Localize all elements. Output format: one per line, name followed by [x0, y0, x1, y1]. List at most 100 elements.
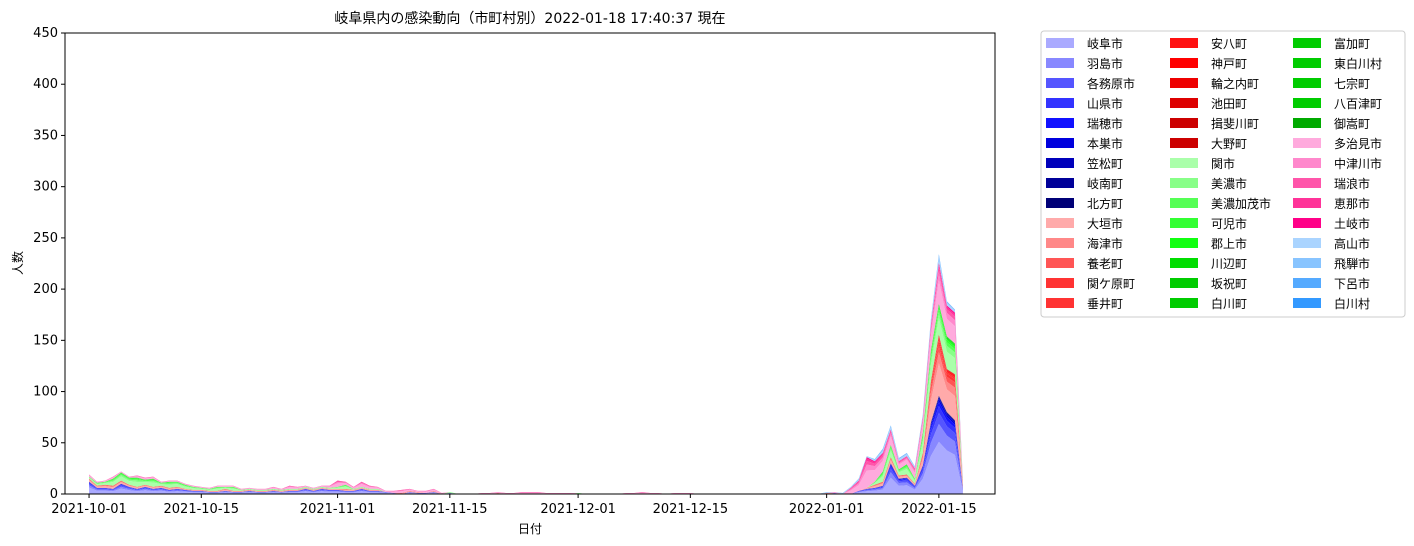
- legend-swatch: [1046, 298, 1074, 308]
- legend-label: 川辺町: [1211, 257, 1247, 271]
- legend-label: 各務原市: [1087, 76, 1135, 91]
- legend-label: 下呂市: [1334, 276, 1370, 291]
- area-series: [89, 304, 963, 494]
- legend-label: 安八町: [1211, 36, 1247, 51]
- area-series: [89, 423, 963, 494]
- legend-label: 岐南町: [1087, 176, 1123, 191]
- legend-label: 本巣市: [1087, 136, 1123, 151]
- plot-frame: [64, 32, 996, 495]
- area-series: [89, 303, 963, 494]
- legend-label: 郡上市: [1211, 236, 1247, 251]
- area-series: [89, 398, 963, 494]
- area-series: [89, 396, 963, 494]
- area-series: [89, 303, 963, 494]
- y-axis: 0 50 100 150 200 250 300 350 400 450: [33, 26, 65, 502]
- area-series: [89, 395, 963, 494]
- legend-label: 飛騨市: [1334, 256, 1370, 271]
- plot-area: [64, 32, 996, 495]
- x-tick-label: 2022-01-01: [789, 502, 865, 517]
- legend-swatch: [1293, 138, 1321, 148]
- area-series: [89, 334, 963, 494]
- legend-label: 土岐市: [1334, 216, 1370, 231]
- area-series: [89, 303, 963, 494]
- legend-label: 垂井町: [1087, 297, 1123, 311]
- legend-swatch: [1046, 178, 1074, 188]
- legend-swatch: [1293, 198, 1321, 208]
- y-tick-label: 0: [50, 487, 58, 502]
- area-series: [89, 401, 963, 494]
- legend-swatch: [1170, 58, 1198, 68]
- legend-swatch: [1293, 98, 1321, 108]
- legend-label: 美濃市: [1211, 176, 1247, 191]
- area-series: [89, 340, 963, 494]
- y-tick-label: 250: [33, 231, 58, 246]
- x-tick-label: 2021-12-01: [540, 502, 616, 517]
- legend-swatch: [1170, 158, 1198, 168]
- legend-swatch: [1170, 238, 1198, 248]
- area-series: [89, 318, 963, 494]
- x-axis: 2021-10-01 2021-10-15 2021-11-01 2021-11-15…: [51, 494, 977, 517]
- area-series: [89, 412, 963, 494]
- legend-label: 中津川市: [1334, 156, 1382, 171]
- x-tick-label: 2021-11-15: [412, 502, 488, 517]
- legend-swatch: [1170, 118, 1198, 128]
- area-series: [89, 352, 963, 494]
- area-series: [89, 306, 963, 494]
- area-series: [89, 304, 963, 494]
- legend-swatch: [1046, 98, 1074, 108]
- legend-label: 神戸町: [1211, 57, 1247, 71]
- y-tick-label: 400: [33, 77, 58, 92]
- legend-swatch: [1046, 38, 1074, 48]
- x-tick-label: 2021-10-01: [51, 502, 127, 517]
- x-tick-label: 2022-01-15: [901, 502, 977, 517]
- legend-label: 七宗町: [1334, 76, 1370, 91]
- legend-swatch: [1046, 278, 1074, 288]
- legend-label: 瑞穂市: [1087, 116, 1123, 131]
- area-series: [89, 267, 963, 494]
- chart-title: 岐阜県内の感染動向（市町村別）2022-01-18 17:40:37 現在: [334, 10, 725, 27]
- legend-swatch: [1293, 78, 1321, 88]
- legend-swatch: [1046, 158, 1074, 168]
- legend-swatch: [1046, 78, 1074, 88]
- area-series: [89, 305, 963, 494]
- legend-swatch: [1293, 278, 1321, 288]
- area-series: [89, 338, 963, 494]
- area-series: [89, 397, 963, 494]
- area-series: [89, 272, 963, 494]
- area-series: [89, 262, 963, 494]
- plot-border: [64, 32, 996, 495]
- area-series: [89, 264, 963, 494]
- legend-label: 瑞浪市: [1334, 176, 1370, 191]
- area-series: [89, 405, 963, 494]
- area-series: [89, 345, 963, 494]
- area-series: [89, 335, 963, 494]
- legend-swatch: [1293, 158, 1321, 168]
- legend-label: 坂祝町: [1211, 277, 1247, 291]
- legend-swatch: [1170, 78, 1198, 88]
- y-tick-label: 300: [33, 180, 58, 195]
- x-tick-label: 2021-10-15: [164, 502, 240, 517]
- legend-swatch: [1046, 258, 1074, 268]
- x-tick-label: 2021-11-01: [300, 502, 376, 517]
- legend-swatch: [1170, 138, 1198, 148]
- legend-swatch: [1170, 178, 1198, 188]
- y-tick-label: 200: [33, 282, 58, 297]
- legend-label: 八百津町: [1334, 97, 1382, 111]
- area-series: [89, 334, 963, 494]
- area-series: [89, 303, 963, 494]
- area-series: [89, 257, 963, 494]
- area-series: [89, 254, 963, 494]
- legend-label: 美濃加茂市: [1211, 196, 1271, 211]
- legend-label: 可児市: [1211, 216, 1247, 231]
- y-tick-label: 350: [33, 128, 58, 143]
- legend-label: 養老町: [1087, 256, 1123, 271]
- legend-label: 海津市: [1087, 236, 1123, 251]
- legend-swatch: [1046, 118, 1074, 128]
- x-axis-label: 日付: [518, 522, 542, 536]
- legend-swatch: [1170, 278, 1198, 288]
- legend-swatch: [1170, 258, 1198, 268]
- area-series: [89, 303, 963, 494]
- area-series: [89, 254, 963, 494]
- legend-swatch: [1046, 198, 1074, 208]
